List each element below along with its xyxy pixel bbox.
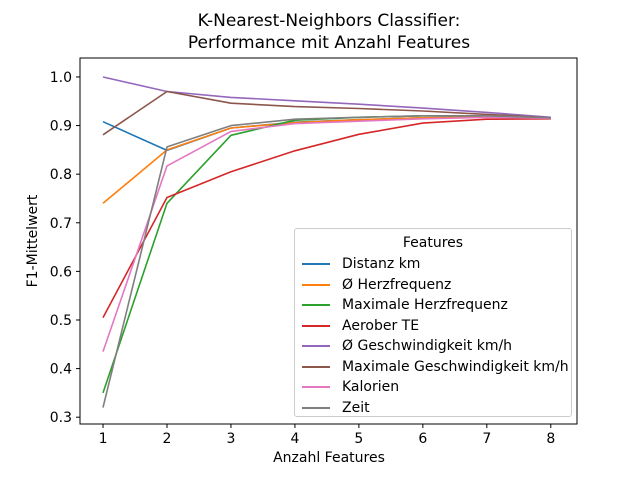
y-axis-label: F1-Mittelwert: [25, 194, 41, 288]
y-tick-label: 0.7: [50, 216, 72, 232]
x-tick-label: 4: [290, 431, 299, 447]
legend-item-label: Maximale Herzfrequenz: [342, 297, 508, 314]
x-tick-label: 6: [418, 431, 427, 447]
legend-swatch: [302, 406, 330, 409]
legend-swatch: [302, 324, 330, 327]
y-tick-label: 0.4: [50, 362, 72, 378]
x-tick-label: 2: [163, 431, 172, 447]
chart-title: K-Nearest-Neighbors Classifier: Performa…: [9, 10, 640, 54]
legend-swatch: [302, 304, 330, 307]
y-tick-label: 0.5: [50, 313, 72, 329]
legend-item: Maximale Geschwindigkeit km/h: [295, 357, 571, 378]
y-tick-label: 0.6: [50, 264, 72, 280]
legend-swatch: [302, 263, 330, 266]
legend-item-label: Maximale Geschwindigkeit km/h: [342, 358, 569, 375]
y-tick-label: 1.0: [50, 70, 72, 86]
x-tick-label: 3: [226, 431, 235, 447]
legend-item: Aerober TE: [295, 316, 571, 337]
plot-border: [79, 57, 578, 425]
series-line-2: [102, 116, 551, 204]
legend-item-label: Ø Geschwindigkeit km/h: [342, 338, 513, 355]
legend-item: Maximale Herzfrequenz: [295, 295, 571, 316]
y-tick-label: 0.9: [50, 119, 72, 135]
legend-swatch: [302, 345, 330, 348]
series-line-4: [102, 118, 551, 318]
x-tick-label: 1: [99, 431, 108, 447]
legend-items: Distanz km Ø Herzfrequenz Maximale Herzfre…: [295, 254, 571, 418]
legend: Features Distanz km Ø Herzfrequenz Maximal…: [294, 228, 572, 417]
legend-title: Features: [402, 235, 464, 251]
series-line-7: [102, 116, 551, 352]
legend-item: Distanz km: [295, 254, 571, 275]
chart-title-line2: Performance mit Anzahl Features: [187, 33, 471, 53]
legend-item-label: Distanz km: [342, 256, 421, 273]
legend-item-label: Aerober TE: [342, 317, 420, 334]
x-tick-label: 5: [354, 431, 363, 447]
legend-item: Ø Geschwindigkeit km/h: [295, 336, 571, 357]
series-line-6: [102, 90, 551, 136]
legend-swatch: [302, 283, 330, 286]
legend-item: Ø Herzfrequenz: [295, 275, 571, 296]
legend-swatch: [302, 365, 330, 368]
x-tick-label: 7: [482, 431, 491, 447]
x-tick-label: 8: [546, 431, 555, 447]
legend-item: Kalorien: [295, 377, 571, 398]
series-line-8: [102, 115, 551, 408]
series-line-5: [102, 76, 551, 119]
legend-swatch: [302, 386, 330, 389]
legend-item-label: Kalorien: [342, 379, 400, 396]
y-tick-label: 0.3: [50, 410, 72, 426]
x-axis-label: Anzahl Features: [273, 450, 385, 466]
legend-item-label: Zeit: [342, 399, 370, 416]
chart-title-line1: K-Nearest-Neighbors Classifier:: [197, 11, 461, 31]
legend-item-label: Ø Herzfrequenz: [342, 276, 452, 293]
y-tick-label: 0.8: [50, 167, 72, 183]
legend-item: Zeit: [295, 398, 571, 419]
